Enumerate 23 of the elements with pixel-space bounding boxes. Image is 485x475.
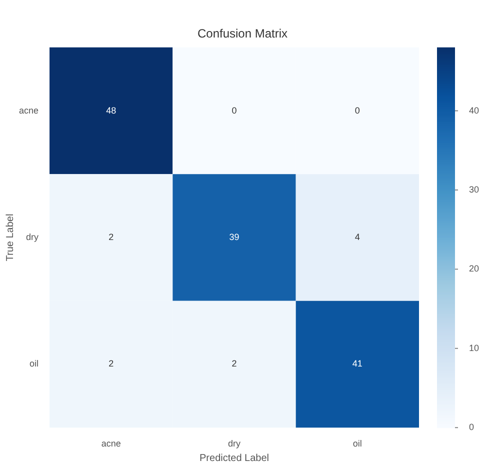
- x-tick-label: dry: [228, 438, 242, 448]
- chart-title: Confusion Matrix: [197, 26, 288, 41]
- color-bar-label: 0: [469, 422, 474, 432]
- y-tick-label: dry: [26, 232, 40, 242]
- data-label: 2: [108, 232, 114, 242]
- color-bar-label: 20: [469, 264, 480, 274]
- data-label: 48: [106, 105, 116, 116]
- y-tick-label: acne: [18, 105, 39, 116]
- data-label: 0: [232, 105, 237, 116]
- y-axis-title: True Label: [4, 214, 16, 262]
- color-bar-label: 30: [469, 184, 480, 194]
- data-label: 4: [354, 232, 360, 242]
- x-tick-label: oil: [352, 438, 362, 448]
- data-label: 2: [232, 358, 237, 369]
- data-label: 41: [352, 358, 362, 369]
- x-tick-label: acne: [101, 438, 121, 448]
- data-label: 2: [108, 358, 114, 369]
- x-axis-title: Predicted Label: [200, 453, 270, 464]
- color-bar-label: 40: [469, 105, 480, 116]
- y-tick-label: oil: [30, 358, 39, 369]
- color-bar-label: 10: [469, 342, 480, 353]
- data-label: 0: [354, 105, 360, 116]
- data-label: 39: [229, 232, 240, 242]
